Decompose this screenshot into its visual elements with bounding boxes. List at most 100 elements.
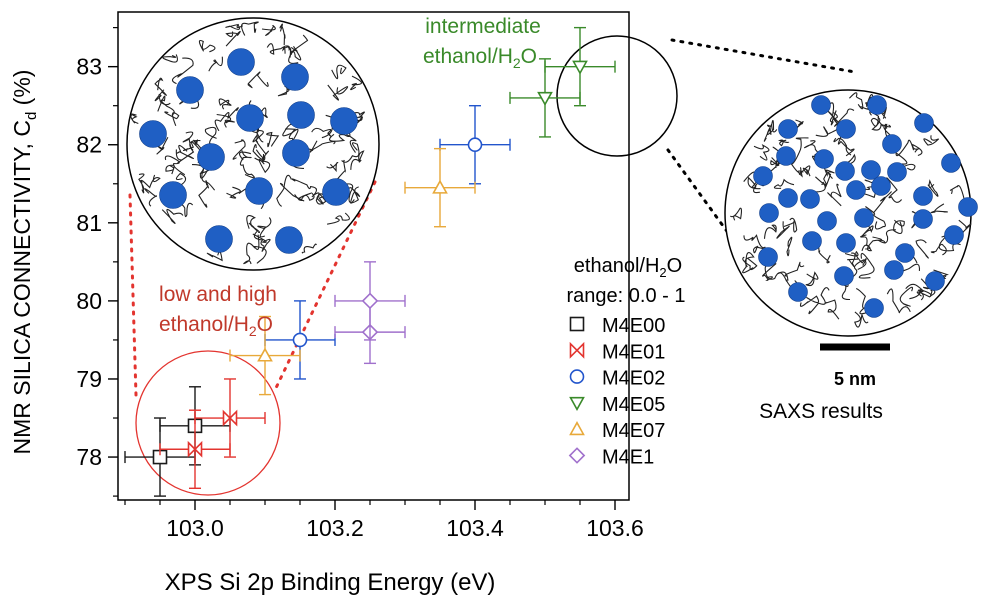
legend-item-m4e1: M4E1 [570, 447, 654, 469]
x-axis: 103.0 103.2 103.4 103.6 [125, 500, 644, 541]
micelle-core [246, 178, 273, 205]
micelle-core [818, 212, 837, 231]
micelle-core [803, 232, 822, 251]
micelle-core [779, 189, 798, 208]
x-axis-label: XPS Si 2p Binding Energy (eV) [165, 569, 496, 596]
micelle-core [865, 299, 884, 318]
legend-label: M4E07 [602, 420, 665, 442]
y-tick-label: 80 [76, 288, 102, 314]
intermediate-line1: intermediate [425, 15, 541, 38]
micelle-core [959, 198, 978, 217]
legend-label: M4E1 [602, 447, 654, 469]
y-tick-label: 82 [76, 132, 102, 158]
micelle-core [883, 135, 902, 154]
micelle-core [812, 96, 831, 115]
micelle-core [276, 227, 303, 254]
saxs-label: SAXS results [759, 400, 883, 423]
legend-label: M4E05 [602, 394, 665, 416]
micelle-core [926, 272, 945, 291]
y-tick-label: 83 [76, 54, 102, 80]
x-tick-label: 103.6 [586, 515, 644, 541]
micelle-core [789, 283, 808, 302]
micelle-core [177, 77, 204, 104]
x-tick-label: 103.4 [446, 515, 504, 541]
micelle-core [945, 226, 964, 245]
intermediate-highlight-circle [557, 36, 677, 156]
micelle-core [323, 179, 350, 206]
micelle-core [801, 190, 820, 209]
lowhigh-line2: ethanol/H2O [159, 313, 273, 339]
micelle-core [914, 210, 933, 229]
micelle-core [283, 140, 310, 167]
micelle-core [885, 261, 904, 280]
legend-label: M4E00 [602, 315, 665, 337]
y-tick-label: 79 [76, 366, 102, 392]
legend-item-m4e01: M4E01 [571, 341, 666, 363]
scale-bar-label: 5 nm [834, 369, 876, 389]
micelle-core [777, 147, 796, 166]
legend-item-m4e02: M4E02 [571, 368, 666, 390]
lowhigh-highlight-circle [136, 351, 280, 495]
micelle-core [862, 161, 881, 180]
y-tick-label: 81 [76, 210, 102, 236]
micelle-core [206, 226, 233, 253]
series-m4e1 [335, 262, 405, 364]
micelle-core [760, 204, 779, 223]
micelle-core [282, 64, 309, 91]
y-axis: 78 79 80 81 82 83 [76, 28, 118, 496]
micelle-core [815, 150, 834, 169]
legend-item-m4e05: M4E05 [571, 394, 666, 416]
legend-marker [571, 398, 584, 410]
legend-marker [570, 448, 584, 462]
micelle-core [847, 181, 866, 200]
legend-label: M4E02 [602, 368, 665, 390]
lowhigh-line1: low and high [159, 283, 277, 306]
micelle-core [198, 144, 225, 171]
connector-left-top [130, 195, 136, 395]
micelle-core [779, 120, 798, 139]
intermediate-annotation: intermediate ethanol/H2O [423, 15, 541, 71]
legend-item-m4e07: M4E07 [571, 420, 666, 442]
micelle-illustration-right [725, 90, 978, 336]
y-axis-label: NMR SILICA CONNECTIVITY, Cd (%) [9, 70, 40, 455]
micelle-core [331, 108, 358, 135]
micelle-core [160, 182, 187, 209]
micelle-core [288, 102, 315, 129]
x-tick-label: 103.2 [306, 515, 364, 541]
legend-marker [571, 318, 584, 331]
legend-marker [571, 370, 584, 383]
legend-title-line1: ethanol/H2O [574, 255, 682, 280]
micelle-core [836, 162, 855, 181]
series-m4e00 [125, 387, 230, 496]
data-point [363, 294, 377, 308]
legend-title-line2: range: 0.0 - 1 [567, 285, 686, 307]
micelle-core [754, 167, 773, 186]
micelle-core [140, 121, 167, 148]
micelle-illustration-left [127, 18, 379, 270]
micelle-core [759, 248, 778, 267]
data-point [294, 333, 307, 346]
micelle-core [837, 234, 856, 253]
legend-marker [571, 423, 584, 435]
micelle-core [888, 163, 907, 182]
micelle-core [837, 120, 856, 139]
legend-marker [571, 344, 584, 357]
micelle-core [237, 105, 264, 132]
y-tick-label: 78 [76, 444, 102, 470]
data-point [469, 138, 482, 151]
x-tick-label: 103.0 [166, 515, 224, 541]
micelle-core [855, 209, 874, 228]
micelle-core [942, 154, 961, 173]
lowhigh-annotation: low and high ethanol/H2O [159, 283, 277, 339]
intermediate-line2: ethanol/H2O [423, 45, 537, 71]
micelle-core [228, 49, 255, 76]
micelle-core [835, 267, 854, 286]
legend-item-m4e00: M4E00 [571, 315, 666, 337]
micelle-core [868, 96, 887, 115]
connector-right-top [672, 40, 855, 72]
micelle-core [872, 177, 891, 196]
legend-label: M4E01 [602, 341, 665, 363]
micelle-core [896, 244, 915, 263]
micelle-core [914, 187, 933, 206]
